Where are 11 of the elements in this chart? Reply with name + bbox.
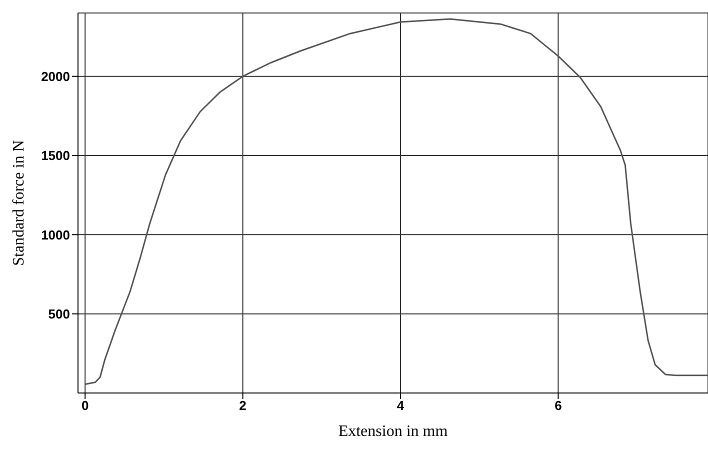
x-tick-label: 0 <box>81 398 89 414</box>
x-axis-title: Extension in mm <box>338 423 448 440</box>
line-series <box>84 18 708 386</box>
x-tick-label: 6 <box>554 398 562 414</box>
y-tick-label: 500 <box>48 306 70 322</box>
y-tick-label: 2000 <box>41 68 70 84</box>
y-tick-label: 1000 <box>41 227 70 242</box>
y-tick-label: 1500 <box>41 148 70 164</box>
y-axis-title: Standard force in N <box>10 140 28 266</box>
x-tick-label: 4 <box>396 398 405 414</box>
x-tick-label: 2 <box>239 398 246 414</box>
